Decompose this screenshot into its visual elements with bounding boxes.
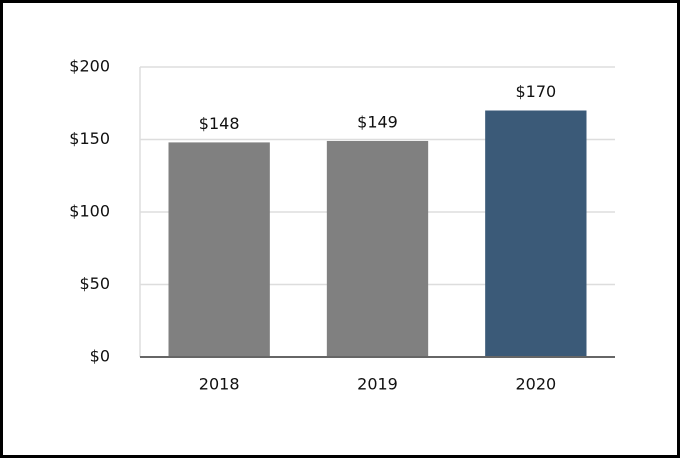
y-tick-label: $150 <box>69 129 110 148</box>
value-label: $149 <box>357 112 398 131</box>
bar <box>168 142 270 357</box>
y-tick-label: $0 <box>90 347 110 366</box>
x-tick-label: 2020 <box>515 375 556 394</box>
value-label: $170 <box>515 82 556 101</box>
y-tick-label: $200 <box>69 57 110 76</box>
bar <box>485 110 587 357</box>
x-tick-label: 2018 <box>199 375 240 394</box>
x-tick-label: 2019 <box>357 375 398 394</box>
y-tick-label: $50 <box>79 274 110 293</box>
y-tick-label: $100 <box>69 202 110 221</box>
bar <box>326 140 429 357</box>
value-label: $148 <box>199 114 240 133</box>
